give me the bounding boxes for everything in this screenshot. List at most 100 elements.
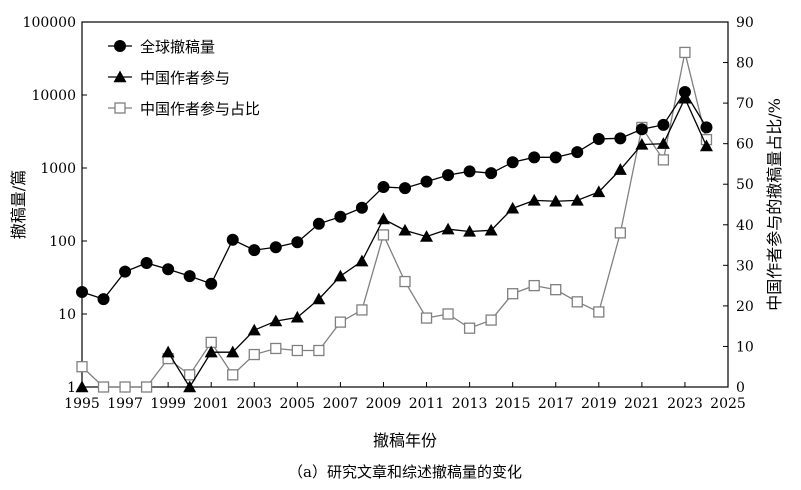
series-1-point [334,210,347,223]
series-1-point [312,217,325,230]
series-1-point [571,146,584,159]
series-3-point [377,229,390,241]
y2-tick-label: 0 [736,380,745,396]
series-1-point [97,293,110,306]
series-3-point [291,344,303,357]
series-2-point [613,163,627,175]
series-3-point [334,316,347,328]
y2-tick-label: 50 [736,177,754,193]
series-1-point [140,256,153,269]
series-1-point [485,167,498,180]
series-1-point [635,123,648,136]
series-2-point [463,224,477,237]
series-2-point [592,185,606,198]
series-3-point [420,312,433,324]
series-1-point [549,151,562,164]
series-2-point [161,345,175,358]
x-tick-label: 2023 [667,396,703,412]
x-tick-label: 2013 [452,396,488,412]
y-tick-label: 100 [49,234,76,250]
y2-tick-label: 20 [736,299,754,315]
series-1-point [76,286,88,299]
series-2-point [549,194,563,207]
series-1-point [226,233,239,246]
series-1-point [291,236,304,249]
series-1-point [657,118,670,131]
series-3-point [140,381,153,393]
series-1-point [463,165,476,178]
series-2-point [441,222,455,235]
series-3-point [571,296,583,308]
plot-frame [81,21,729,388]
series-3-point [356,304,368,316]
series-1-point [269,241,282,254]
y2-tick-label: 10 [736,339,754,355]
legend-label: 全球撤稿量 [140,38,215,56]
y-tick-label: 1 [67,380,76,396]
series-3-point [270,342,282,355]
y-tick-label: 10000 [31,88,76,104]
series-2-point [635,137,649,150]
series-2-point [398,223,412,236]
series-2-point [420,230,434,242]
x-tick-label: 2017 [538,396,574,412]
series-2-point [678,91,692,104]
y2-tick-label: 80 [736,56,754,72]
series-3-point [657,154,670,166]
series-3-point [76,361,88,373]
series-2-point [506,201,520,214]
x-tick-label: 2005 [280,396,316,412]
x-tick-label: 2003 [236,396,272,412]
x-tick-label: 2021 [624,396,660,412]
series-2-point [183,380,197,393]
x-tick-label: 2019 [581,396,617,412]
series-2-point [247,323,261,336]
series-3-point [528,279,540,292]
y2-tick-label: 30 [736,258,754,274]
series-3-point [614,227,626,239]
series-2-point [290,310,304,323]
x-tick-label: 2011 [409,396,445,412]
y2-tick-label: 60 [736,137,754,153]
series-3-point [248,348,260,361]
series-2-line [167,96,708,389]
series-3-point [463,322,476,334]
series-2-point [376,212,390,225]
series-3-point [399,275,411,288]
series-1-point [377,180,390,193]
series-2-point [204,345,218,358]
series-1-point [248,244,261,257]
legend-label: 中国作者参与 [140,69,230,87]
series-1-point [205,277,218,290]
series-2-point [699,139,713,152]
series-2-point [333,269,347,282]
figure-caption: （a）研究文章和综述撤稿量的变化 [288,463,522,481]
y-tick-label: 1000 [40,161,76,177]
series-1-point [420,175,433,188]
series-3-point [184,369,196,381]
series-1-point [700,121,713,134]
series-1-point [183,270,196,283]
series-2-point [527,193,541,206]
x-tick-label: 1997 [107,396,143,412]
y-tick-label: 10 [58,307,76,323]
x-tick-label: 2009 [366,396,402,412]
series-2-point [226,345,240,358]
series-3-point [485,314,497,326]
series-2-point [656,137,670,149]
x-tick-label: 1999 [150,396,186,412]
series-3-point [507,288,519,300]
series-1-line [81,90,708,300]
legend-marker [114,102,126,114]
series-2-point [312,292,326,305]
y2-axis-title: 中国作者参与的撤稿量占比/% [765,98,784,311]
y2-tick-label: 40 [736,218,754,234]
series-2-point [570,193,584,206]
series-2-point [355,254,369,267]
y2-tick-label: 70 [736,96,754,112]
series-3-point [442,308,454,320]
series-2-point [269,314,283,327]
series-2-point [484,223,498,236]
series-1-point [442,169,455,182]
